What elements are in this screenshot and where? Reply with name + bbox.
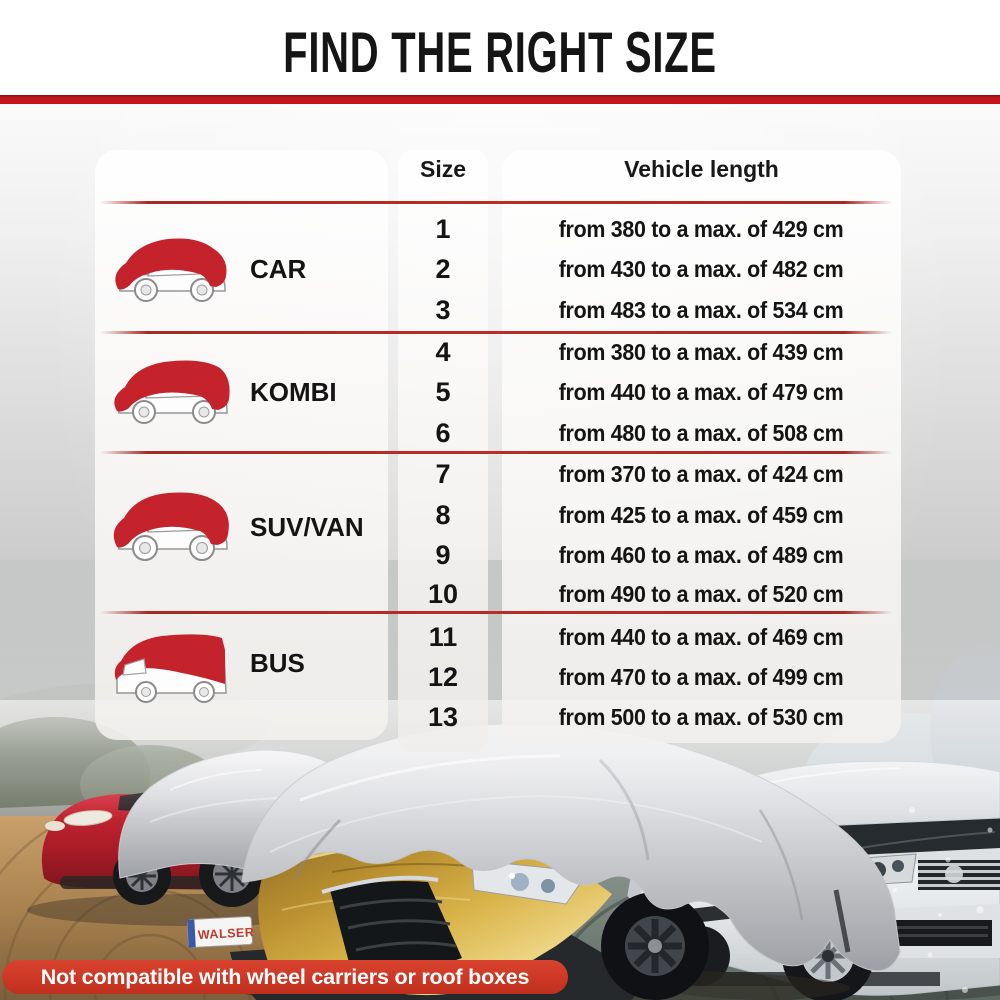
license-plate: WALSER <box>186 915 255 949</box>
vehicle-length-value: from 500 to a max. of 530 cm <box>559 704 844 730</box>
vehicle-length-value: from 430 to a max. of 482 cm <box>559 256 844 282</box>
size-value: 10 <box>427 579 459 609</box>
length-column-header: Vehicle length <box>624 156 779 182</box>
vehicle-length-value: from 470 to a max. of 499 cm <box>559 664 844 690</box>
group-label-car: CAR <box>250 254 307 284</box>
vehicle-length-value: from 480 to a max. of 508 cm <box>559 420 844 446</box>
table-row: 11 from 440 to a max. of 469 cm <box>398 621 901 653</box>
length-column-panel <box>502 150 901 743</box>
license-plate-text: WALSER <box>198 925 255 942</box>
table-row: 6 from 480 to a max. of 508 cm <box>398 417 901 449</box>
vehicle-length-value: from 490 to a max. of 520 cm <box>559 581 844 607</box>
table-row: 3 from 483 to a max. of 534 cm <box>398 294 901 326</box>
size-value: 12 <box>427 662 459 692</box>
table-row: 7 from 370 to a max. of 424 cm <box>398 458 901 490</box>
compatibility-note-text: Not compatible with wheel carriers or ro… <box>40 964 530 989</box>
vehicle-length-value: from 370 to a max. of 424 cm <box>559 461 844 487</box>
table-header-row: Size Vehicle length <box>398 156 901 183</box>
size-value: 4 <box>435 337 451 367</box>
table-row: 9 from 460 to a max. of 489 cm <box>398 539 901 571</box>
vehicle-length-value: from 440 to a max. of 479 cm <box>559 379 844 405</box>
vehicle-length-value: from 380 to a max. of 429 cm <box>559 216 844 242</box>
size-value: 8 <box>435 500 451 530</box>
snow-specks <box>893 807 993 993</box>
vehicle-length-value: from 460 to a max. of 489 cm <box>559 542 844 568</box>
suv-front-wheel <box>601 892 709 1000</box>
title-divider <box>0 95 1000 104</box>
size-value: 6 <box>435 418 451 448</box>
size-value: 7 <box>435 459 451 489</box>
size-value: 11 <box>428 622 458 652</box>
size-value: 2 <box>435 254 451 284</box>
table-row: 1 from 380 to a max. of 429 cm <box>398 213 901 245</box>
suv-grille <box>321 875 462 976</box>
vehicle-length-value: from 380 to a max. of 439 cm <box>559 339 844 365</box>
kombi-cover-icon <box>114 360 230 424</box>
group-label-suv-van: SUV/VAN <box>250 512 364 542</box>
page-title: FIND THE RIGHT SIZE <box>283 21 717 85</box>
table-row: 8 from 425 to a max. of 459 cm <box>398 499 901 531</box>
car-cover-icon <box>115 238 227 302</box>
size-value: 5 <box>435 377 451 407</box>
vehicle-length-value: from 425 to a max. of 459 cm <box>559 502 844 528</box>
size-column-header: Size <box>419 156 467 182</box>
compatibility-note-badge: Not compatible with wheel carriers or ro… <box>2 960 568 994</box>
group-separator-line <box>100 611 892 614</box>
size-value: 1 <box>435 214 451 244</box>
group-label-bus: BUS <box>250 648 305 678</box>
vehicle-length-value: from 440 to a max. of 469 cm <box>559 624 844 650</box>
group-separator-line <box>100 331 892 334</box>
size-value: 13 <box>427 702 459 732</box>
vehicle-length-value: from 483 to a max. of 534 cm <box>559 297 844 323</box>
table-row: 13 from 500 to a max. of 530 cm <box>398 701 901 733</box>
size-value: 3 <box>435 295 451 325</box>
table-row: 2 from 430 to a max. of 482 cm <box>398 253 901 285</box>
size-value: 9 <box>435 540 451 570</box>
van-grille <box>918 860 1000 890</box>
group-label-kombi: KOMBI <box>250 377 337 407</box>
table-row: 12 from 470 to a max. of 499 cm <box>398 661 901 693</box>
table-row: 10 from 490 to a max. of 520 cm <box>398 578 901 610</box>
table-row: 5 from 440 to a max. of 479 cm <box>398 376 901 408</box>
bus-cover-icon <box>114 634 227 703</box>
table-row: 4 from 380 to a max. of 439 cm <box>398 336 901 368</box>
group-separator-line <box>100 451 892 454</box>
header-separator-line <box>100 201 892 204</box>
suv-cover-icon <box>113 492 229 561</box>
